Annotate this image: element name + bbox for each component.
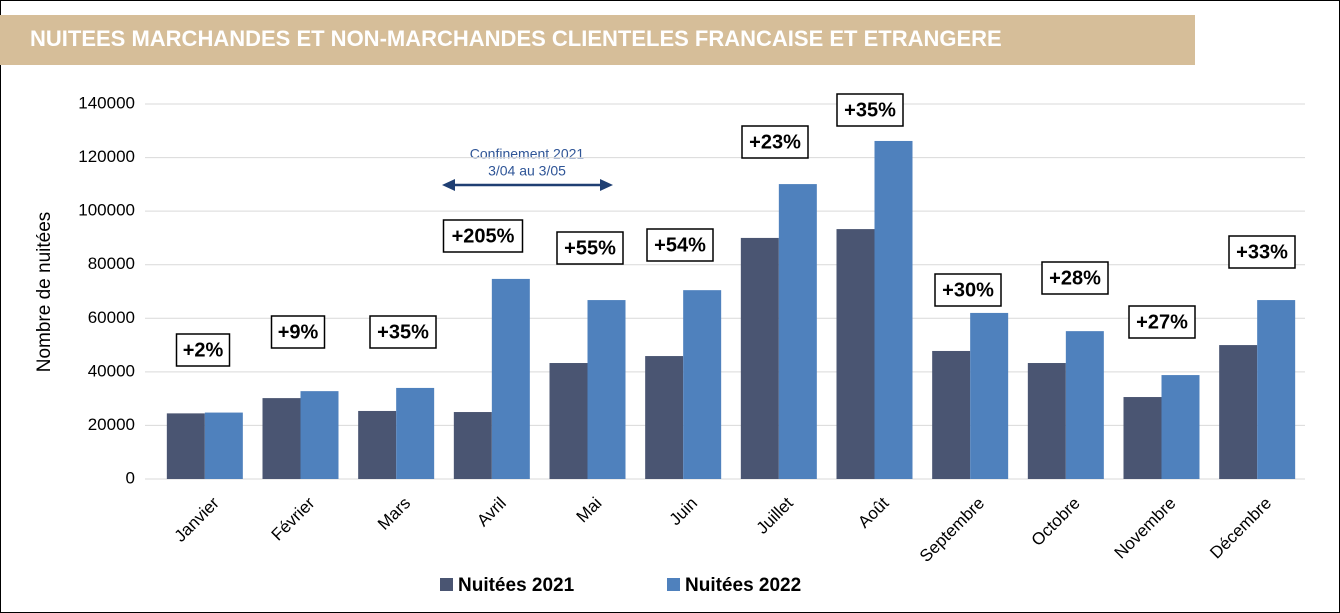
bar: [587, 300, 626, 479]
bar: [1257, 300, 1296, 479]
annotation: +28%: [1049, 267, 1101, 289]
legend-swatch: [667, 578, 680, 591]
bar: [549, 363, 588, 479]
event-title: Confinement 2021: [470, 146, 585, 162]
y-axis-label: Nombre de nuitées: [34, 212, 55, 373]
annotation-box: [175, 333, 231, 367]
bar: [740, 237, 779, 479]
bar: [396, 387, 435, 479]
y-tick-label: 60000: [88, 308, 135, 327]
bar: [645, 356, 684, 479]
bar: [358, 410, 397, 479]
legend-label: Nuitées 2021: [458, 575, 575, 596]
annotation: +2%: [183, 339, 224, 361]
annotation-box: [1228, 235, 1296, 269]
annotation-box: [442, 219, 524, 253]
bar: [683, 290, 722, 479]
annotation-box: [1041, 261, 1109, 295]
bar: [166, 413, 205, 479]
title-banner: [0, 15, 1195, 65]
y-tick-label: 40000: [88, 361, 135, 380]
annotation: +23%: [749, 131, 801, 153]
bar: [300, 391, 339, 479]
annotation-box: [741, 125, 809, 159]
bar: [1123, 397, 1162, 479]
y-tick-label: 20000: [88, 415, 135, 434]
bar: [1065, 331, 1104, 479]
annotation-box: [369, 315, 437, 349]
annotation: +27%: [1136, 311, 1188, 333]
annotation-box: [270, 315, 326, 349]
bar: [778, 184, 817, 479]
event-period: 3/04 au 3/05: [488, 163, 566, 179]
annotation-box: [1128, 305, 1196, 339]
bar: [491, 278, 530, 479]
annotation-box: [556, 231, 624, 265]
bar: [1027, 363, 1066, 479]
legend-swatch: [440, 578, 453, 591]
bar: [1161, 375, 1200, 479]
y-tick-label: 100000: [78, 201, 135, 220]
bar: [1219, 345, 1258, 479]
bar: [932, 350, 971, 479]
annotation: +35%: [844, 99, 896, 121]
y-tick-label: 0: [126, 468, 135, 487]
bar: [836, 229, 875, 479]
annotation: +33%: [1236, 241, 1288, 263]
annotation-box: [934, 273, 1002, 307]
bar: [874, 140, 913, 479]
annotation-box: [646, 228, 714, 262]
annotation: +55%: [564, 237, 616, 259]
annotation: +30%: [942, 279, 994, 301]
annotation: +35%: [377, 321, 429, 343]
bar: [204, 412, 243, 479]
y-tick-label: 120000: [78, 147, 135, 166]
bar: [970, 312, 1009, 479]
annotation: +205%: [452, 225, 515, 247]
bar: [262, 398, 301, 479]
event-arrow: [442, 179, 613, 191]
legend-label: Nuitées 2022: [685, 575, 801, 596]
annotation-box: [836, 93, 904, 127]
chart-title: NUITEES MARCHANDES ET NON-MARCHANDES CLI…: [30, 26, 1002, 51]
annotation: +54%: [654, 234, 706, 256]
y-tick-label: 140000: [78, 93, 135, 112]
annotation: +9%: [278, 321, 319, 343]
y-tick-label: 80000: [88, 254, 135, 273]
bar: [453, 412, 492, 479]
